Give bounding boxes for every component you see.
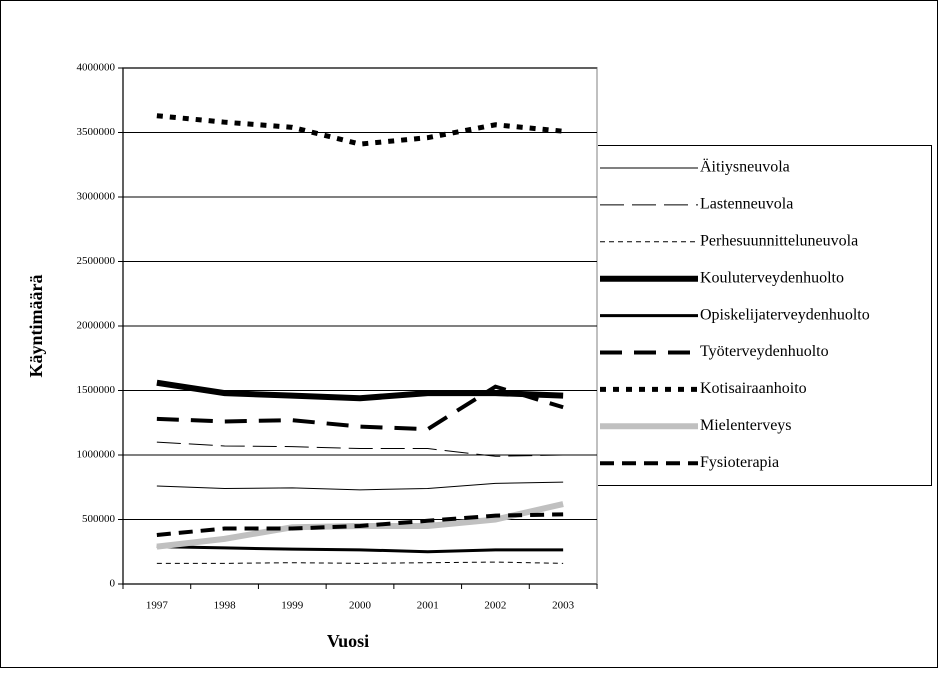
y-tick-label: 0 bbox=[110, 578, 116, 590]
y-tick-label: 1500000 bbox=[77, 384, 116, 396]
y-axis-label: Käyntimäärä bbox=[26, 275, 46, 378]
x-tick-label: 1998 bbox=[214, 600, 237, 612]
y-tick-label: 3500000 bbox=[77, 126, 116, 138]
y-tick-label: 1000000 bbox=[77, 449, 116, 461]
legend-label: Fysioterapia bbox=[700, 454, 779, 471]
legend-label: Opiskelijaterveydenhuolto bbox=[700, 306, 870, 323]
x-axis-label: Vuosi bbox=[327, 631, 369, 651]
x-tick-label: 2003 bbox=[552, 600, 575, 612]
y-tick-label: 4000000 bbox=[77, 62, 116, 74]
x-tick-label: 2002 bbox=[484, 600, 506, 612]
data-line bbox=[156, 379, 564, 402]
data-line bbox=[156, 441, 564, 457]
x-tick-label: 1997 bbox=[146, 600, 169, 612]
legend-label: Äitiysneuvola bbox=[700, 158, 790, 176]
data-line bbox=[156, 545, 564, 554]
data-line bbox=[156, 512, 564, 537]
x-tick-label: 2000 bbox=[349, 600, 372, 612]
x-tick-label: 2001 bbox=[417, 600, 439, 612]
legend-label: Perhesuunnitteluneuvola bbox=[700, 232, 858, 249]
y-tick-label: 2000000 bbox=[77, 320, 116, 332]
legend-label: Lastenneuvola bbox=[700, 196, 793, 213]
y-tick-label: 3000000 bbox=[77, 191, 116, 203]
legend-label: Mielenterveys bbox=[700, 417, 792, 434]
data-line bbox=[156, 561, 564, 564]
y-tick-label: 2500000 bbox=[77, 255, 116, 267]
legend-label: Työterveydenhuolto bbox=[700, 343, 829, 360]
data-line bbox=[156, 481, 564, 491]
data-line bbox=[156, 384, 564, 432]
legend-label: Kouluterveydenhuolto bbox=[700, 269, 844, 286]
x-tick-label: 1999 bbox=[281, 600, 304, 612]
y-tick-label: 500000 bbox=[82, 513, 116, 525]
data-line bbox=[156, 113, 564, 147]
legend-label: Kotisairaanhoito bbox=[700, 380, 807, 397]
